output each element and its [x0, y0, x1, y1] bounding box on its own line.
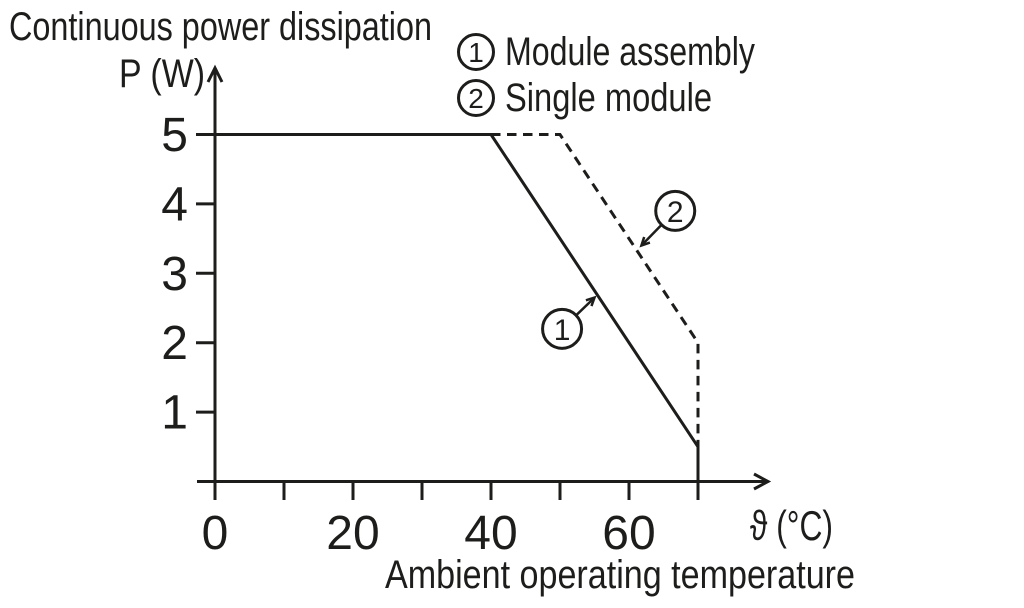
y-tick-label-4: 4 [161, 178, 188, 231]
y-tick-label-2: 2 [161, 317, 188, 370]
annotation-arrow-1 [575, 296, 596, 317]
y-axis-tick-labels: 5 4 3 2 1 [161, 109, 188, 440]
annotation-2: 2 [639, 189, 697, 248]
x-tick-label-0: 0 [202, 507, 229, 560]
legend-marker-2: 2 [468, 83, 484, 114]
legend-circled-number-1-icon [457, 33, 495, 71]
y-tick-label-5: 5 [161, 109, 188, 162]
y-axis-unit-label: P (W) [119, 52, 205, 96]
x-tick-label-40: 40 [464, 507, 517, 560]
series-line-module-assembly [215, 133, 700, 482]
y-tick-label-1: 1 [161, 387, 188, 440]
x-axis-ticks [213, 481, 700, 500]
annotation-number-2: 2 [667, 196, 684, 229]
annotation-number-1: 1 [554, 314, 571, 347]
y-axis-ticks [196, 133, 216, 414]
legend-label-module-assembly: Module assembly [505, 30, 755, 74]
x-tick-label-60: 60 [602, 507, 655, 560]
legend-item-module-assembly: 1 Module assembly [457, 30, 755, 74]
legend-marker-1: 1 [468, 37, 484, 68]
legend-label-single-module: Single module [505, 76, 712, 120]
y-axis-arrow-icon [206, 64, 224, 83]
series-line-single-module [491, 133, 700, 447]
y-tick-label-3: 3 [161, 248, 188, 301]
x-axis-unit-label: ϑ (°C) [750, 502, 833, 549]
annotation-circled-number-2-icon [654, 189, 697, 232]
annotation-arrow-2 [640, 223, 663, 247]
x-axis-arrow-icon [753, 472, 772, 491]
legend-circled-number-2-icon [457, 79, 495, 117]
legend-item-single-module: 2 Single module [457, 76, 712, 120]
curve-annotations: 12 [541, 189, 697, 350]
annotation-circled-number-1-icon [541, 307, 584, 350]
x-tick-label-20: 20 [326, 507, 379, 560]
annotation-arrowhead-1-icon [585, 295, 597, 307]
chart-title: Continuous power dissipation [9, 5, 432, 49]
data-series [215, 133, 700, 482]
x-axis-caption: Ambient operating temperature [385, 553, 855, 597]
legend: 1 Module assembly 2 Single module [457, 30, 755, 120]
x-axis-tick-labels: 0 20 40 60 [202, 507, 656, 560]
annotation-arrowhead-2-icon [639, 236, 651, 248]
annotation-1: 1 [541, 295, 597, 350]
